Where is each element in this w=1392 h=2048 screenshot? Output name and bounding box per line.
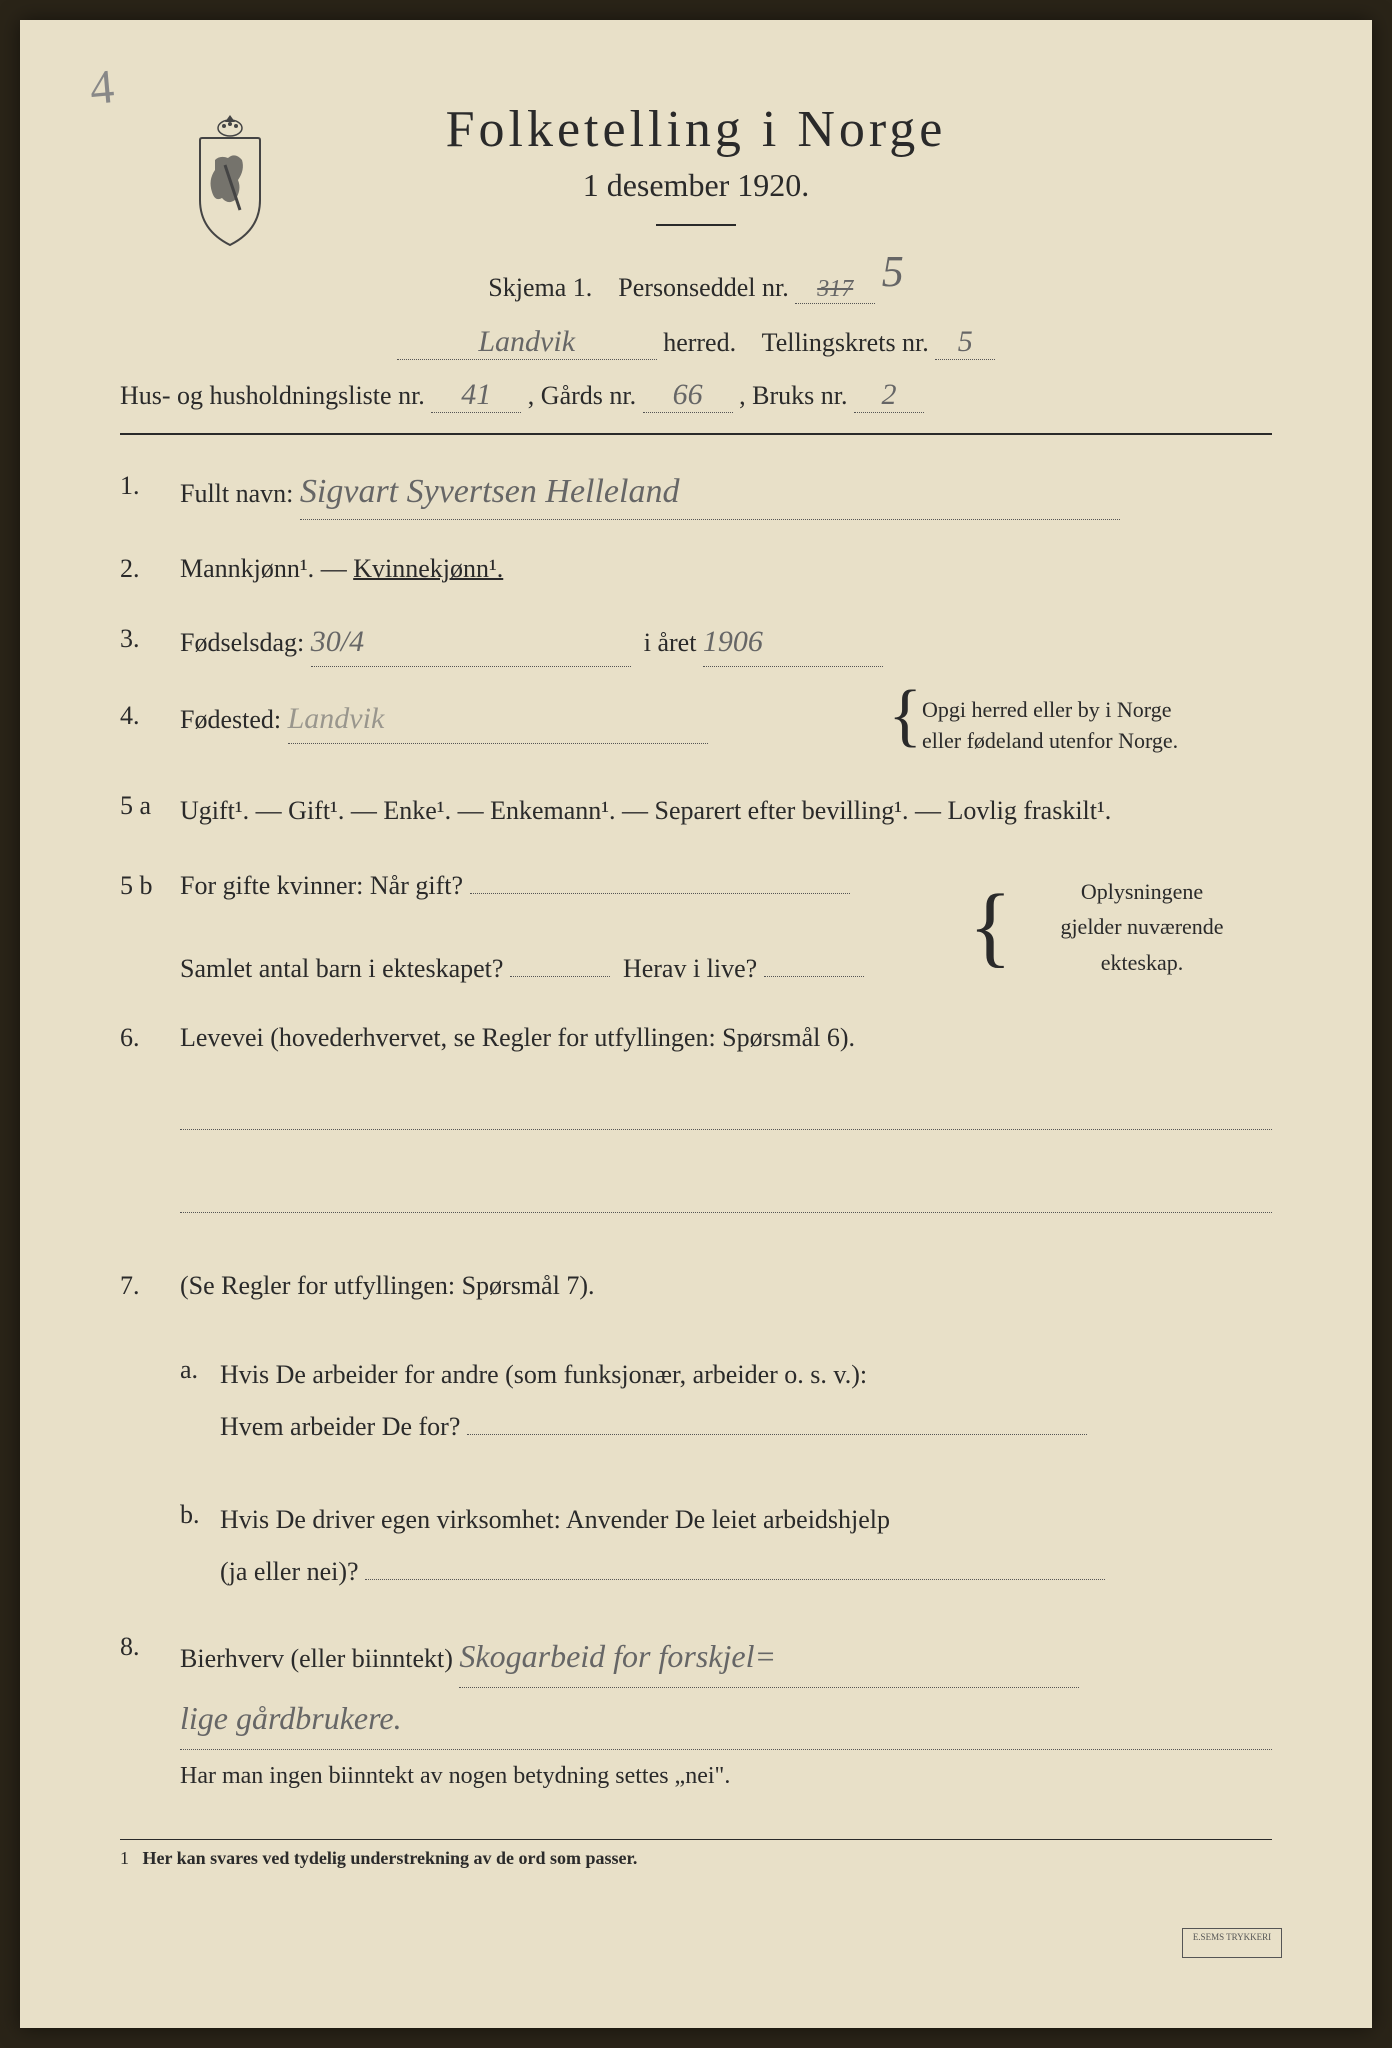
q8-value-2: lige gårdbrukere. <box>180 1700 402 1736</box>
q3-label: Fødselsdag: <box>180 628 304 657</box>
herred-line: Landvik herred. Tellingskrets nr. 5 <box>120 325 1272 360</box>
q6-number: 6. <box>120 1017 180 1225</box>
q7a-line2: Hvem arbeider De for? <box>220 1412 460 1441</box>
bruks-label: , Bruks nr. <box>739 381 847 410</box>
question-1: 1. Fullt navn: Sigvart Syvertsen Hellela… <box>120 465 1272 520</box>
q1-label: Fullt navn: <box>180 479 293 508</box>
herred-value: Landvik <box>478 325 575 358</box>
footnote-text: Her kan svares ved tydelig understreknin… <box>143 1848 638 1868</box>
q2-dash: — <box>321 554 354 583</box>
q2-male: Mannkjønn¹. <box>180 554 314 583</box>
gards-label: , Gårds nr. <box>528 381 636 410</box>
corner-annotation: 4 <box>88 59 117 116</box>
q5b-line2a: Samlet antal barn i ekteskapet? <box>180 954 503 983</box>
question-5b: 5 b For gifte kvinner: Når gift? Samlet … <box>120 865 1272 990</box>
tellingskrets-value: 5 <box>958 325 973 358</box>
question-5a: 5 a Ugift¹. — Gift¹. — Enke¹. — Enkemann… <box>120 785 1272 837</box>
q7b-line2: (ja eller nei)? <box>220 1557 359 1586</box>
question-6: 6. Levevei (hovederhvervet, se Regler fo… <box>120 1017 1272 1225</box>
q8-label: Bierhverv (eller biinntekt) <box>180 1644 453 1673</box>
q5b-note-3: ekteskap. <box>1101 950 1183 975</box>
q2-female: Kvinnekjønn¹. <box>353 554 503 583</box>
tellingskrets-label: Tellingskrets nr. <box>762 328 929 357</box>
census-form-document: 4 Folketelling i Norge 1 desember 1920. … <box>20 20 1372 2028</box>
q4-number: 4. <box>120 695 180 757</box>
q7b-line1: Hvis De driver egen virksomhet: Anvender… <box>220 1505 890 1534</box>
coat-of-arms-icon <box>180 110 280 250</box>
q4-note-1: Opgi herred eller by i Norge <box>922 697 1171 722</box>
q1-value: Sigvart Syvertsen Helleland <box>300 473 680 510</box>
skjema-label: Skjema 1. <box>488 273 592 302</box>
personseddel-label: Personseddel nr. <box>618 273 788 302</box>
q3-number: 3. <box>120 618 180 667</box>
q7a-line1: Hvis De arbeider for andre (som funksjon… <box>220 1360 867 1389</box>
q7-number: 7. <box>120 1265 180 1598</box>
q5b-line1: For gifte kvinner: Når gift? <box>180 871 463 900</box>
q3-year: 1906 <box>703 625 763 658</box>
q8-note: Har man ingen biinntekt av nogen betydni… <box>180 1763 730 1789</box>
q8-number: 8. <box>120 1626 180 1799</box>
question-3: 3. Fødselsdag: 30/4 i året 1906 <box>120 618 1272 667</box>
header-divider <box>656 224 736 226</box>
husliste-line: Hus- og husholdningsliste nr. 41 , Gårds… <box>120 378 1272 413</box>
q7-intro: (Se Regler for utfyllingen: Spørsmål 7). <box>180 1271 594 1300</box>
document-header: Folketelling i Norge 1 desember 1920. <box>120 100 1272 226</box>
footnote-num: 1 <box>120 1848 129 1868</box>
q6-text: Levevei (hovederhvervet, se Regler for u… <box>180 1023 855 1052</box>
q5a-text: Ugift¹. — Gift¹. — Enke¹. — Enkemann¹. —… <box>180 785 1272 837</box>
q7a-label: a. <box>180 1349 220 1453</box>
main-divider <box>120 433 1272 435</box>
q4-value: Landvik <box>288 702 385 735</box>
husliste-value: 41 <box>461 378 491 411</box>
skjema-line: Skjema 1. Personseddel nr. 317 5 <box>120 256 1272 307</box>
document-subtitle: 1 desember 1920. <box>120 167 1272 204</box>
personseddel-struck: 317 <box>817 276 853 302</box>
form-identification: Skjema 1. Personseddel nr. 317 5 Landvik… <box>120 256 1272 413</box>
personseddel-value: 5 <box>882 247 904 296</box>
question-7: 7. (Se Regler for utfyllingen: Spørsmål … <box>120 1265 1272 1598</box>
printer-stamp: E.SEMS TRYKKERI <box>1182 1928 1282 1958</box>
q5a-number: 5 a <box>120 785 180 837</box>
q5b-line2b: Herav i live? <box>623 954 757 983</box>
brace-icon: { <box>969 900 1012 954</box>
question-4: 4. Fødested: Landvik { Opgi herred eller… <box>120 695 1272 757</box>
q4-label: Fødested: <box>180 705 281 734</box>
document-title: Folketelling i Norge <box>120 100 1272 159</box>
q4-note-2: eller fødeland utenfor Norge. <box>922 728 1178 753</box>
q2-number: 2. <box>120 548 180 590</box>
footnote: 1 Her kan svares ved tydelig understrekn… <box>120 1839 1272 1869</box>
bruks-value: 2 <box>881 378 896 411</box>
question-2: 2. Mannkjønn¹. — Kvinnekjønn¹. <box>120 548 1272 590</box>
q5b-number: 5 b <box>120 865 180 990</box>
q3-day: 30/4 <box>311 625 364 658</box>
husliste-label: Hus- og husholdningsliste nr. <box>120 381 425 410</box>
q3-year-label: i året <box>644 628 697 657</box>
q5b-note-2: gjelder nuværende <box>1060 914 1223 939</box>
q1-number: 1. <box>120 465 180 520</box>
gards-value: 66 <box>673 378 703 411</box>
herred-label: herred. <box>663 328 736 357</box>
q8-value-1: Skogarbeid for forskjel= <box>459 1638 776 1674</box>
question-8: 8. Bierhverv (eller biinntekt) Skogarbei… <box>120 1626 1272 1799</box>
brace-icon: { <box>888 695 922 737</box>
q7b-label: b. <box>180 1494 220 1598</box>
q5b-note-1: Oplysningene <box>1081 879 1203 904</box>
